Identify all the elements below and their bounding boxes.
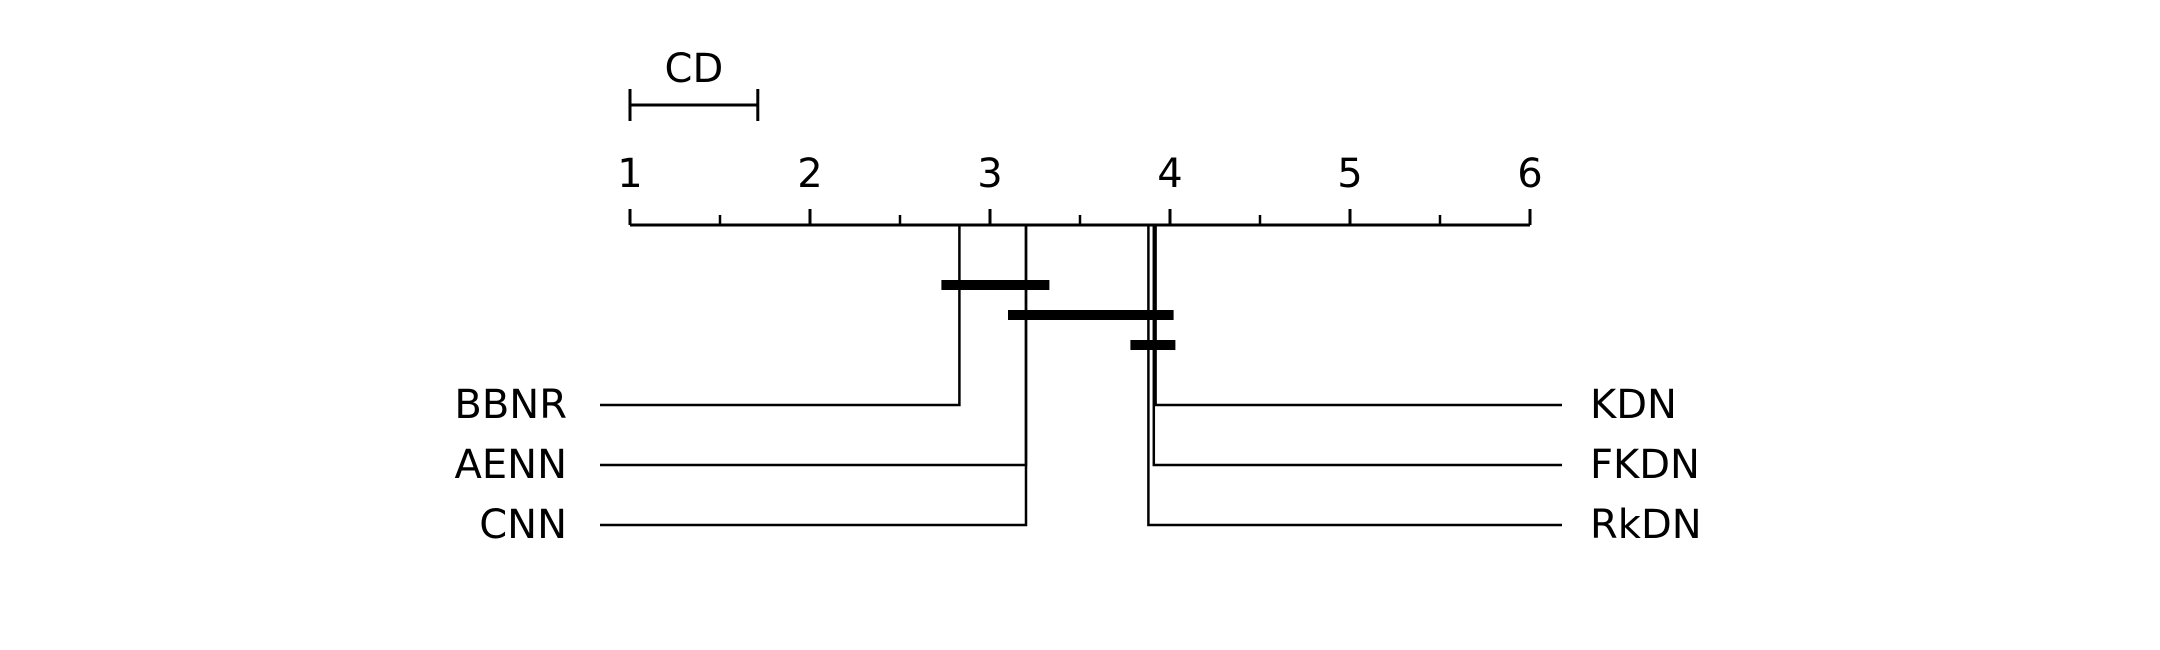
method-label: KDN <box>1590 382 1677 428</box>
method-label: CNN <box>479 502 567 548</box>
tick-label: 4 <box>1157 151 1182 197</box>
method-connectors <box>600 225 1562 527</box>
cd-label: CD <box>665 46 724 92</box>
tick-label: 6 <box>1517 151 1542 197</box>
tick-label: 5 <box>1337 151 1362 197</box>
cd-bar: CD <box>628 46 760 121</box>
method-connector <box>600 225 961 407</box>
tick-label: 2 <box>797 151 822 197</box>
method-label: RkDN <box>1590 502 1702 548</box>
method-label: BBNR <box>454 382 567 428</box>
method-connector <box>1152 225 1562 467</box>
method-connector <box>1154 225 1562 407</box>
method-connector <box>1147 225 1562 527</box>
method-connector <box>600 225 1028 467</box>
tick-label: 3 <box>977 151 1002 197</box>
method-connector <box>600 225 1028 527</box>
method-labels: BBNR AENN CNN KDN FKDN RkDN <box>454 382 1701 548</box>
tick-label: 1 <box>617 151 642 197</box>
clique-bars <box>941 280 1176 350</box>
axis-ticks: 1 2 3 4 5 6 <box>617 151 1543 225</box>
method-label: FKDN <box>1590 442 1700 488</box>
method-label: AENN <box>455 442 567 488</box>
